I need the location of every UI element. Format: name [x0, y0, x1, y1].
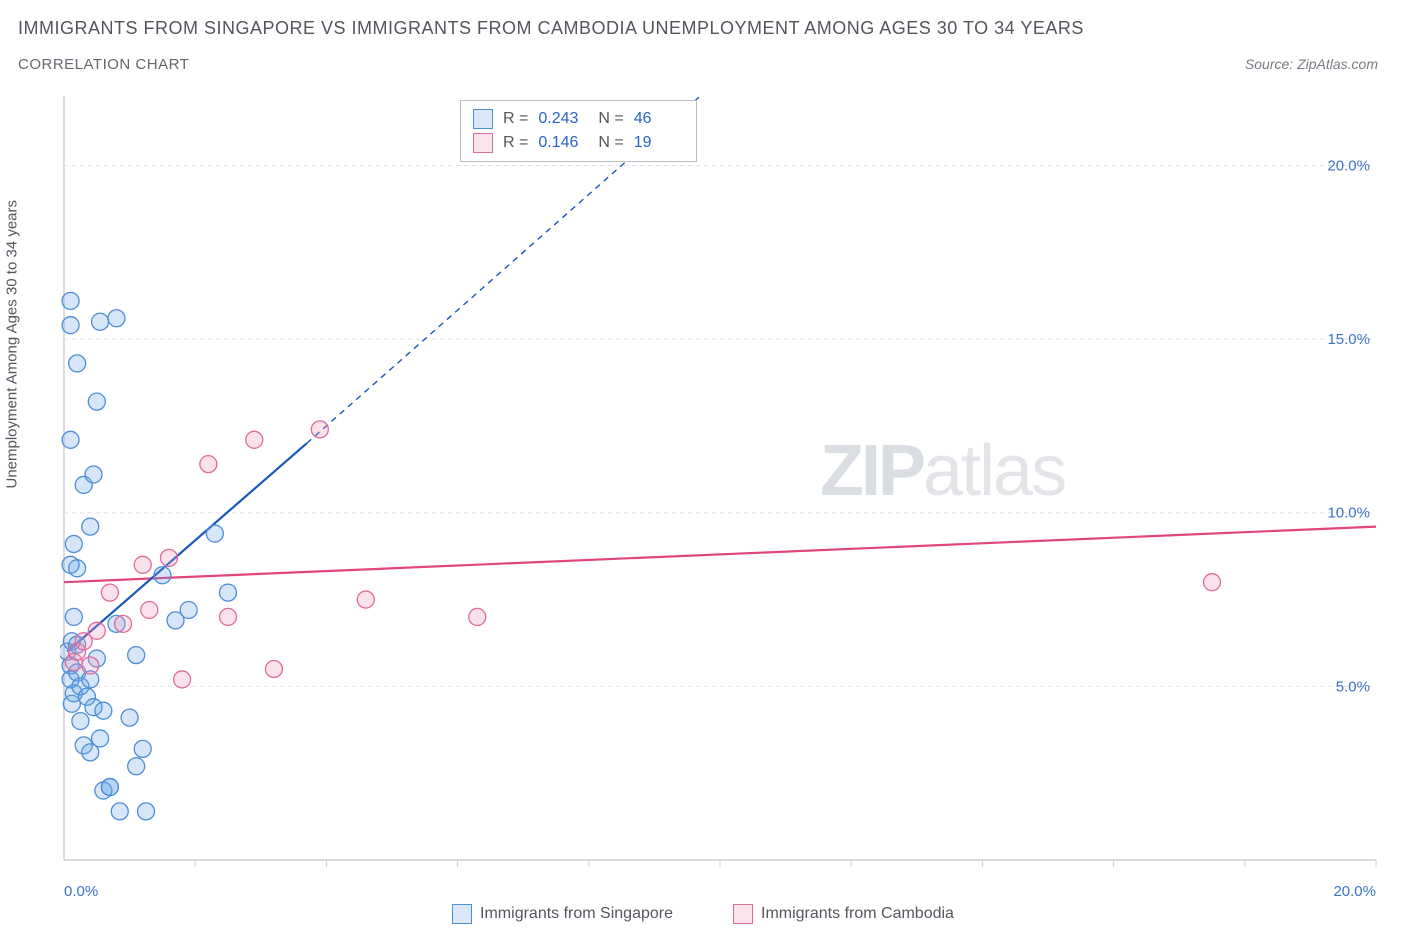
- r-label: R =: [503, 134, 528, 152]
- legend-label-singapore: Immigrants from Singapore: [480, 905, 673, 923]
- legend: Immigrants from Singapore Immigrants fro…: [0, 904, 1406, 924]
- chart-title: IMMIGRANTS FROM SINGAPORE VS IMMIGRANTS …: [18, 18, 1084, 39]
- legend-item-cambodia: Immigrants from Cambodia: [733, 904, 954, 924]
- y-axis-label: Unemployment Among Ages 30 to 34 years: [4, 200, 21, 489]
- legend-label-cambodia: Immigrants from Cambodia: [761, 905, 954, 923]
- svg-text:5.0%: 5.0%: [1336, 678, 1370, 695]
- chart-subtitle: CORRELATION CHART: [18, 56, 189, 73]
- n-value-singapore: 46: [634, 110, 684, 128]
- swatch-pink-icon: [473, 133, 493, 153]
- swatch-blue-icon: [452, 904, 472, 924]
- swatch-blue-icon: [473, 109, 493, 129]
- stats-row-cambodia: R = 0.146 N = 19: [473, 131, 684, 155]
- svg-text:20.0%: 20.0%: [1327, 157, 1370, 174]
- swatch-pink-icon: [733, 904, 753, 924]
- legend-item-singapore: Immigrants from Singapore: [452, 904, 673, 924]
- stats-row-singapore: R = 0.243 N = 46: [473, 107, 684, 131]
- r-value-singapore: 0.243: [538, 110, 588, 128]
- x-axis-max-label: 20.0%: [1333, 883, 1376, 900]
- x-axis-min-label: 0.0%: [64, 883, 98, 900]
- chart-area: 5.0% 10.0% 15.0% 20.0%: [60, 92, 1380, 872]
- svg-text:10.0%: 10.0%: [1327, 505, 1370, 522]
- r-label: R =: [503, 110, 528, 128]
- n-value-cambodia: 19: [634, 134, 684, 152]
- r-value-cambodia: 0.146: [538, 134, 588, 152]
- svg-text:15.0%: 15.0%: [1327, 331, 1370, 348]
- n-label: N =: [598, 110, 623, 128]
- source-text: Source: ZipAtlas.com: [1245, 56, 1378, 72]
- scatter-chart: 5.0% 10.0% 15.0% 20.0%: [60, 92, 1380, 872]
- n-label: N =: [598, 134, 623, 152]
- stats-box: R = 0.243 N = 46 R = 0.146 N = 19: [460, 100, 697, 162]
